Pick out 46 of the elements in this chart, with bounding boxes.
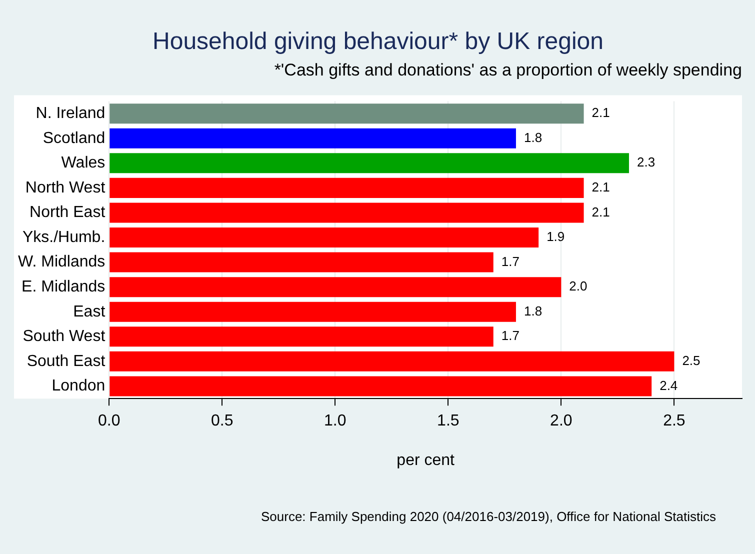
- data-label: 1.8: [524, 303, 542, 318]
- x-tick-label: 1.5: [437, 412, 460, 430]
- bar: [110, 376, 652, 396]
- data-label: 2.1: [592, 180, 610, 195]
- y-tick-label: South East: [26, 352, 106, 370]
- x-axis-title: per cent: [396, 452, 456, 469]
- data-label: 2.0: [569, 278, 588, 294]
- x-tick-label: 0.5: [211, 412, 234, 430]
- y-tick-label: North East: [30, 204, 106, 222]
- y-tick-label: Scotland: [42, 130, 106, 147]
- y-tick-label: Yks./Humb.: [22, 228, 106, 246]
- chart-subtitle: *'Cash gifts and donations' as a proportion of weekly spending: [274, 60, 742, 80]
- x-tick-label: 2.0: [550, 412, 572, 430]
- y-tick-label: E. Midlands: [22, 278, 106, 296]
- bar: [110, 202, 584, 223]
- y-tick-label: East: [73, 303, 106, 320]
- bar: [110, 351, 674, 372]
- y-tick-label: Wales: [61, 154, 106, 172]
- bar: [110, 104, 584, 124]
- data-label: 1.7: [501, 254, 520, 269]
- bar: [110, 252, 494, 272]
- data-label: 2.4: [660, 378, 678, 393]
- x-tick-label: 2.5: [663, 412, 686, 430]
- bar: [110, 128, 516, 148]
- y-tick-label: N. Ireland: [36, 105, 106, 122]
- x-tick-label: 1.0: [324, 412, 346, 430]
- data-label: 2.1: [592, 105, 610, 120]
- bar: [110, 153, 629, 174]
- x-tick-label: 0.0: [98, 412, 120, 430]
- y-tick-label: South West: [22, 328, 106, 346]
- y-tick-label: W. Midlands: [18, 254, 106, 271]
- bar: [110, 228, 539, 248]
- bar: [110, 178, 584, 198]
- bar: [110, 277, 562, 298]
- chart-title: Household giving behaviour* by UK region: [152, 28, 604, 56]
- y-tick-label: London: [52, 378, 106, 395]
- bar: [110, 302, 516, 322]
- data-label: 1.7: [501, 328, 520, 344]
- y-tick-label: North West: [25, 179, 106, 196]
- bar: [110, 326, 494, 347]
- source-note: Source: Family Spending 2020 (04/2016-03/2019), Office for National Statistics: [260, 509, 716, 524]
- data-label: 2.3: [636, 154, 656, 170]
- data-label: 2.1: [592, 204, 610, 220]
- data-label: 1.9: [546, 229, 565, 244]
- data-label: 1.8: [524, 130, 542, 145]
- data-label: 2.5: [682, 353, 700, 368]
